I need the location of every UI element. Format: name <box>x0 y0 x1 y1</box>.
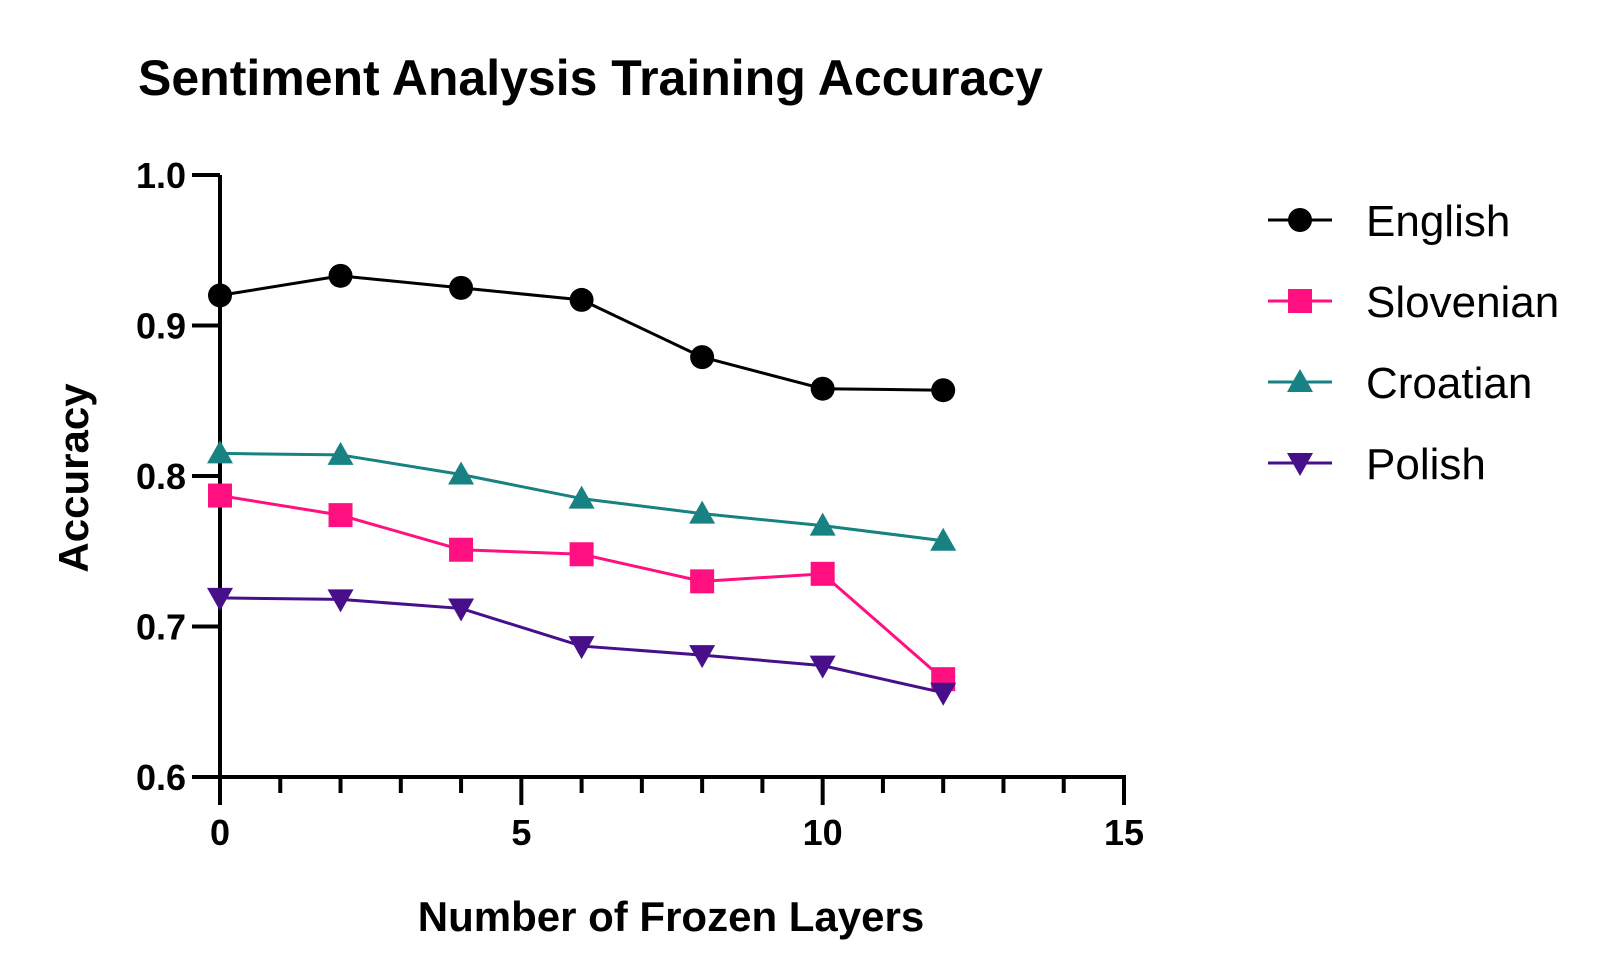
legend-marker-polish <box>1287 453 1313 476</box>
data-point-polish <box>448 598 475 622</box>
legend-item-slovenian: Slovenian <box>1268 278 1559 327</box>
y-axis-ticks: 0.6 0.7 0.8 0.9 1.0 <box>136 155 220 798</box>
data-point-croatian <box>689 500 716 524</box>
y-tick-label: 0.8 <box>136 456 186 497</box>
axes <box>218 175 1126 779</box>
x-tick-label: 0 <box>210 812 230 853</box>
x-axis-title: Number of Frozen Layers <box>418 893 924 940</box>
data-point-english <box>208 283 232 308</box>
data-point-polish <box>327 589 354 613</box>
legend: English Slovenian Croatian Polish <box>1268 197 1559 489</box>
legend-item-croatian: Croatian <box>1268 359 1532 408</box>
data-point-croatian <box>207 440 233 464</box>
legend-marker-croatian <box>1287 369 1313 392</box>
y-tick-label: 0.6 <box>136 757 186 798</box>
data-point-croatian <box>930 527 957 551</box>
data-point-slovenian <box>208 483 232 508</box>
data-point-slovenian <box>810 561 835 586</box>
data-point-croatian <box>809 512 836 536</box>
legend-label-croatian: Croatian <box>1366 359 1532 408</box>
data-point-slovenian <box>690 569 715 594</box>
data-point-croatian <box>568 485 595 509</box>
plot-area <box>207 263 957 706</box>
data-point-slovenian <box>569 542 594 567</box>
legend-label-slovenian: Slovenian <box>1366 278 1559 327</box>
data-point-english <box>328 263 353 288</box>
data-point-slovenian <box>449 537 474 562</box>
data-point-english <box>690 345 715 370</box>
y-tick-label: 0.7 <box>136 607 186 648</box>
series-polish <box>207 587 957 706</box>
legend-item-polish: Polish <box>1268 440 1486 489</box>
y-axis-title: Accuracy <box>50 383 97 573</box>
data-point-slovenian <box>328 503 353 528</box>
chart-title: Sentiment Analysis Training Accuracy <box>138 50 1043 106</box>
series-croatian <box>207 440 957 551</box>
x-tick-label: 5 <box>511 812 531 853</box>
data-point-croatian <box>327 441 354 465</box>
data-point-polish <box>207 587 233 611</box>
x-tick-label: 15 <box>1104 812 1144 853</box>
legend-item-english: English <box>1268 197 1510 246</box>
legend-marker-english <box>1288 208 1312 232</box>
legend-label-polish: Polish <box>1366 440 1486 489</box>
data-point-polish <box>809 655 836 679</box>
y-tick-label: 1.0 <box>136 155 186 196</box>
data-point-croatian <box>448 461 475 485</box>
y-tick-label: 0.9 <box>136 306 186 347</box>
legend-label-english: English <box>1366 197 1510 246</box>
series-english <box>208 263 956 403</box>
x-tick-label: 10 <box>803 812 843 853</box>
data-point-english <box>931 378 956 403</box>
data-point-polish <box>930 682 957 706</box>
data-point-english <box>810 376 835 401</box>
data-point-english <box>569 287 594 312</box>
data-point-english <box>449 275 474 300</box>
x-axis-ticks: 0 5 10 15 <box>210 777 1144 853</box>
data-point-polish <box>689 645 716 669</box>
data-point-polish <box>568 636 595 660</box>
legend-marker-slovenian <box>1288 289 1312 313</box>
series-slovenian <box>208 483 956 692</box>
